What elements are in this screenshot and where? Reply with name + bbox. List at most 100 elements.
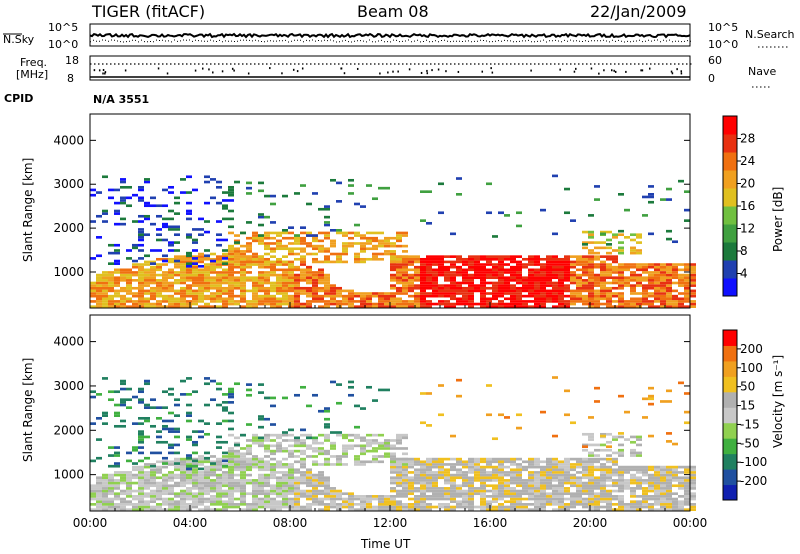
velocity-cell [504, 471, 510, 474]
power-cell [534, 268, 540, 272]
power-cell [546, 257, 552, 261]
power-cell [264, 263, 270, 266]
velocity-cell [654, 473, 660, 477]
power-cell [594, 251, 600, 255]
power-cell [318, 250, 324, 253]
velocity-cell [108, 500, 114, 504]
power-cell [552, 271, 558, 274]
power-cell [678, 297, 684, 301]
power-cell [612, 255, 618, 258]
velocity-cell [348, 447, 354, 450]
velocity-cell [366, 433, 372, 437]
power-cell [558, 300, 564, 303]
power-cell [426, 276, 432, 280]
velocity-cell [120, 481, 126, 485]
velocity-cell [516, 495, 522, 498]
velocity-cell [372, 441, 378, 445]
velocity-cell [240, 471, 246, 474]
velocity-cell [264, 497, 270, 501]
power-cell [294, 192, 300, 195]
velocity-cell [228, 433, 234, 437]
velocity-cell [222, 393, 228, 396]
power-cell [672, 297, 678, 301]
power-cell [156, 289, 162, 293]
velocity-cell [138, 479, 144, 482]
velocity-cell [360, 407, 366, 410]
velocity-cell [264, 449, 270, 453]
power-cell [474, 289, 480, 293]
velocity-cell [546, 503, 552, 506]
power-cell [228, 209, 234, 213]
velocity-cell [126, 484, 132, 488]
power-cell [330, 286, 336, 290]
colorbar-tick-label: 24 [740, 154, 755, 168]
power-cell [168, 268, 174, 272]
velocity-cell [234, 487, 240, 490]
power-cell [138, 305, 144, 308]
velocity-cell [468, 489, 474, 493]
velocity-cell [480, 492, 486, 496]
power-cell [534, 302, 540, 306]
power-cell [312, 236, 318, 240]
velocity-cell [288, 452, 294, 456]
power-cell [270, 263, 276, 266]
velocity-cell [144, 419, 150, 423]
velocity-cell [246, 383, 252, 386]
power-cell [288, 263, 294, 266]
power-cell [486, 292, 492, 295]
power-cell [324, 260, 330, 264]
power-cell [186, 300, 192, 303]
power-cell [648, 305, 654, 308]
power-cell [126, 271, 132, 274]
power-cell [654, 279, 660, 282]
power-cell [288, 250, 294, 253]
velocity-cell [444, 476, 450, 480]
power-cell [282, 297, 288, 301]
velocity-cell [564, 465, 570, 469]
power-cell [216, 305, 222, 308]
power-cell [180, 263, 186, 266]
velocity-cell [126, 503, 132, 506]
power-cell [186, 305, 192, 308]
velocity-cell [606, 500, 612, 504]
velocity-cell [570, 495, 576, 498]
velocity-cell [672, 471, 678, 474]
power-cell [330, 242, 336, 245]
power-cell [288, 231, 294, 235]
power-cell [594, 198, 600, 201]
power-cell [288, 284, 294, 287]
velocity-cell [402, 489, 408, 493]
power-cell [102, 292, 108, 295]
velocity-cell [264, 433, 270, 437]
velocity-cell [156, 468, 162, 472]
velocity-cell [366, 505, 372, 509]
velocity-cell [264, 396, 270, 400]
velocity-cell [312, 455, 318, 458]
velocity-cell [132, 489, 138, 493]
velocity-cell [156, 481, 162, 485]
power-cell [192, 297, 198, 301]
velocity-cell [678, 495, 684, 498]
power-cell [528, 257, 534, 261]
power-cell [402, 250, 408, 253]
velocity-cell [546, 492, 552, 496]
velocity-cell [186, 454, 192, 457]
velocity-cell [186, 476, 192, 480]
velocity-cell [240, 447, 246, 450]
power-cell [198, 286, 204, 290]
freq-outlier [575, 67, 577, 70]
velocity-cell [564, 471, 570, 474]
power-cell [288, 271, 294, 274]
velocity-cell [360, 497, 366, 501]
power-cell [144, 268, 150, 272]
power-cell [618, 273, 624, 277]
power-cell [588, 273, 594, 277]
velocity-cell [516, 457, 522, 461]
velocity-cell [642, 495, 648, 498]
velocity-cell [306, 468, 312, 472]
velocity-cell [660, 487, 666, 490]
velocity-cell [180, 468, 186, 472]
velocity-cell [396, 479, 402, 482]
velocity-cell [456, 500, 462, 504]
velocity-cell [450, 505, 456, 509]
